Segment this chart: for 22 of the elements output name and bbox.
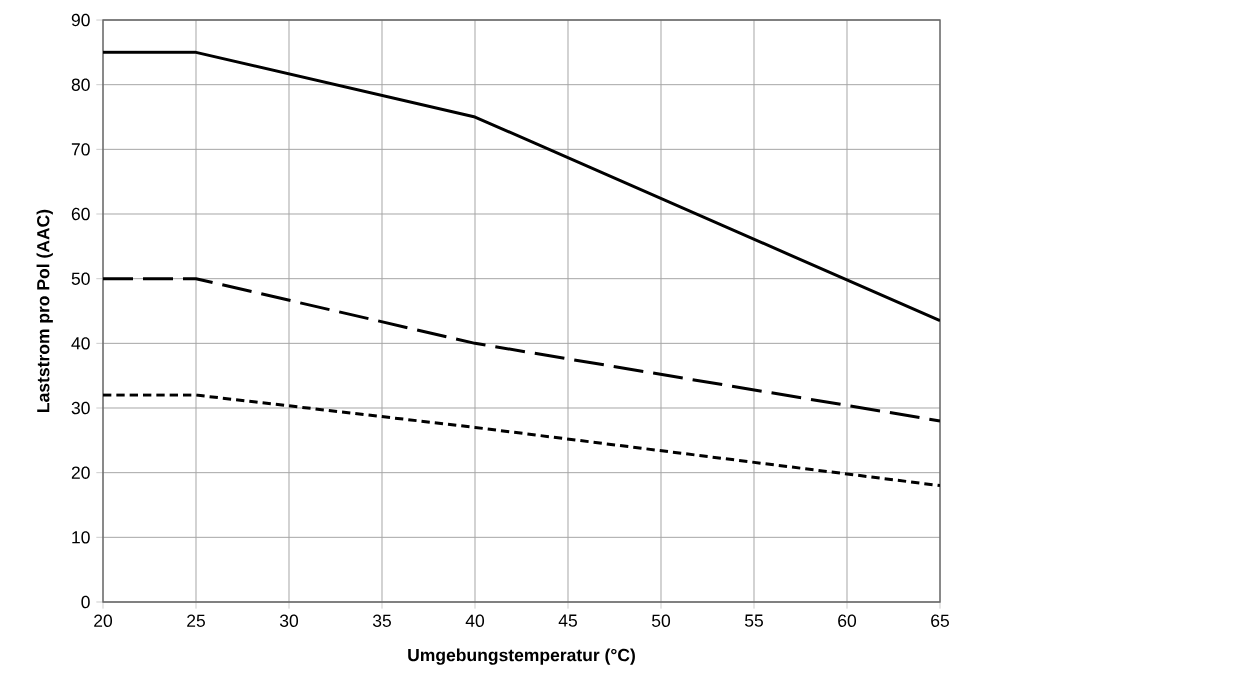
y-tick-label: 0 bbox=[81, 595, 90, 609]
x-tick-label: 45 bbox=[558, 614, 577, 627]
x-tick-label: 55 bbox=[744, 614, 763, 627]
y-tick-label: 80 bbox=[71, 78, 90, 91]
x-tick-label: 50 bbox=[651, 614, 671, 627]
x-tick-label: 35 bbox=[372, 614, 391, 627]
y-tick-label: 60 bbox=[71, 207, 90, 221]
x-tick-label: 20 bbox=[94, 614, 113, 627]
y-tick-label: 50 bbox=[71, 272, 90, 285]
y-tick-label: 30 bbox=[71, 401, 90, 415]
x-tick-label: 25 bbox=[187, 614, 205, 627]
y-tick-label: 20 bbox=[71, 466, 90, 479]
x-axis-title: Umgebungstemperatur (°C) bbox=[408, 648, 635, 665]
x-tick-label: 60 bbox=[838, 614, 857, 627]
x-tick-label: 65 bbox=[931, 614, 949, 627]
y-tick-label: 90 bbox=[71, 13, 90, 27]
x-tick-label: 30 bbox=[279, 614, 299, 627]
x-tick-label: 40 bbox=[465, 614, 485, 627]
y-tick-label: 10 bbox=[72, 531, 90, 544]
y-tick-label: 40 bbox=[71, 337, 90, 350]
y-tick-label: 70 bbox=[71, 143, 90, 156]
y-axis-title: Laststrom pro Pol (AAC) bbox=[36, 209, 53, 412]
